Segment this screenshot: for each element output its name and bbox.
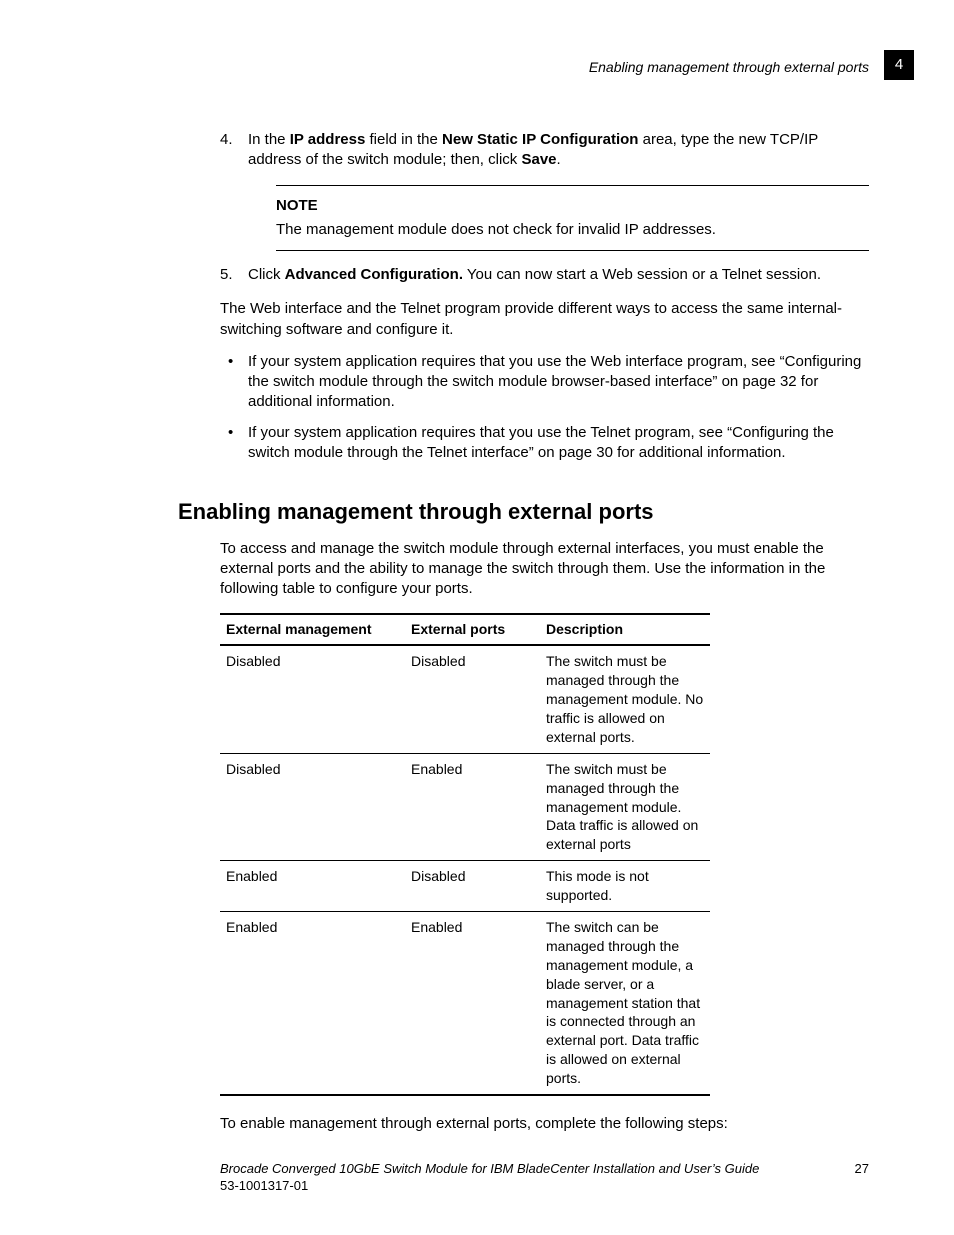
page: Enabling management through external por… (0, 0, 954, 1235)
footer-sub: 53-1001317-01 (220, 1177, 759, 1195)
table-row: Enabled Disabled This mode is not suppor… (220, 861, 710, 912)
cell: This mode is not supported. (540, 861, 710, 912)
cell: Disabled (220, 645, 405, 753)
note-box: NOTE The management module does not chec… (276, 185, 869, 252)
ports-table: External management External ports Descr… (220, 613, 710, 1096)
cell: Enabled (405, 912, 540, 1096)
table-header-row: External management External ports Descr… (220, 614, 710, 645)
list-item: If your system application requires that… (220, 423, 869, 464)
numbered-steps: 4. In the IP address field in the New St… (220, 130, 869, 285)
cell: Enabled (220, 861, 405, 912)
col-header: Description (540, 614, 710, 645)
footer-title: Brocade Converged 10GbE Switch Module fo… (220, 1160, 759, 1178)
footer-left: Brocade Converged 10GbE Switch Module fo… (220, 1160, 759, 1195)
step-5: 5. Click Advanced Configuration. You can… (220, 265, 869, 285)
table-row: Disabled Enabled The switch must be mana… (220, 753, 710, 860)
note-title: NOTE (276, 196, 869, 216)
step-text: In the IP address field in the New Stati… (248, 131, 818, 168)
cell: The switch must be managed through the m… (540, 645, 710, 753)
table-row: Disabled Disabled The switch must be man… (220, 645, 710, 753)
cell: Disabled (405, 645, 540, 753)
list-item: If your system application requires that… (220, 352, 869, 413)
note-text: The management module does not check for… (276, 220, 869, 240)
step-number: 4. (220, 130, 233, 150)
paragraph: To access and manage the switch module t… (220, 539, 869, 600)
page-number: 27 (855, 1160, 869, 1195)
step-number: 5. (220, 265, 233, 285)
chapter-tab: 4 (884, 50, 914, 80)
col-header: External ports (405, 614, 540, 645)
bullet-list: If your system application requires that… (220, 352, 869, 463)
running-header: Enabling management through external por… (589, 58, 869, 77)
page-footer: Brocade Converged 10GbE Switch Module fo… (0, 1160, 954, 1195)
step-text: Click Advanced Configuration. You can no… (248, 266, 821, 283)
table-row: Enabled Enabled The switch can be manage… (220, 912, 710, 1096)
section-heading: Enabling management through external por… (178, 497, 869, 527)
paragraph: To enable management through external po… (220, 1114, 869, 1134)
cell: The switch can be managed through the ma… (540, 912, 710, 1096)
cell: Enabled (220, 912, 405, 1096)
cell: The switch must be managed through the m… (540, 753, 710, 860)
cell: Disabled (220, 753, 405, 860)
cell: Disabled (405, 861, 540, 912)
step-4: 4. In the IP address field in the New St… (220, 130, 869, 251)
cell: Enabled (405, 753, 540, 860)
paragraph: The Web interface and the Telnet program… (220, 299, 869, 340)
col-header: External management (220, 614, 405, 645)
